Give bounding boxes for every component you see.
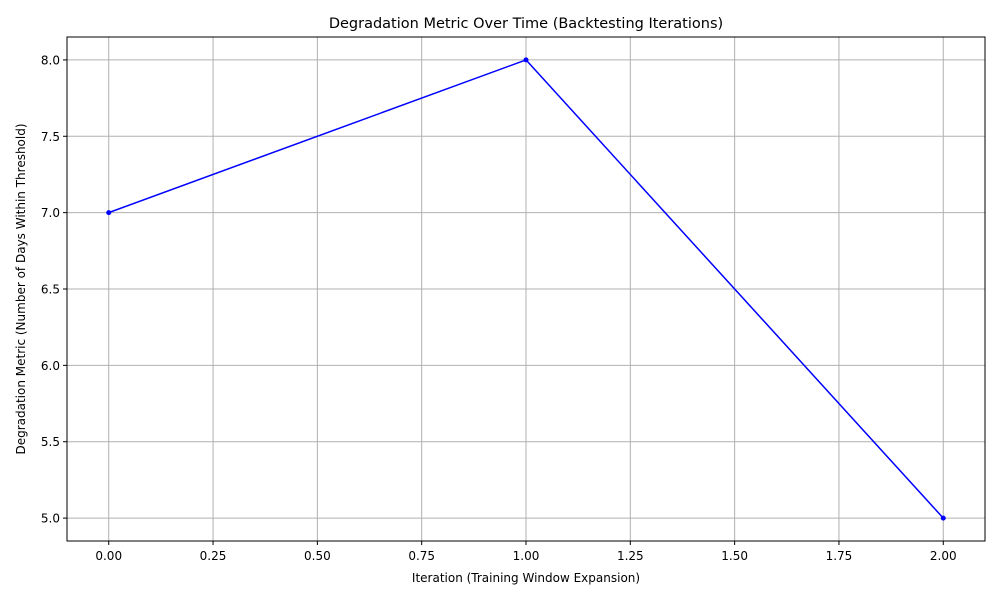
y-tick-label: 7.5 bbox=[41, 130, 60, 144]
data-point bbox=[940, 515, 946, 521]
y-tick-label: 5.5 bbox=[41, 435, 60, 449]
y-tick-label: 8.0 bbox=[41, 53, 60, 67]
y-tick-label: 7.0 bbox=[41, 206, 60, 220]
x-tick-label: 0.50 bbox=[304, 549, 331, 563]
data-point bbox=[106, 210, 112, 216]
x-tick-label: 1.50 bbox=[721, 549, 748, 563]
data-point bbox=[523, 57, 529, 63]
series-layer bbox=[106, 57, 946, 521]
y-axis-label: Degradation Metric (Number of Days Withi… bbox=[14, 123, 28, 454]
x-tick-label: 0.75 bbox=[408, 549, 435, 563]
x-tick-label: 1.75 bbox=[826, 549, 853, 563]
x-tick-label: 2.00 bbox=[930, 549, 957, 563]
grid bbox=[67, 37, 985, 541]
chart-title: Degradation Metric Over Time (Backtestin… bbox=[329, 16, 723, 32]
y-tick-label: 6.5 bbox=[41, 283, 60, 297]
y-tick-label: 5.0 bbox=[41, 512, 60, 526]
ticks: 0.00 0.25 0.50 0.75 1.00 1.25 1.50 1.75 2.00 5.0 5… bbox=[41, 53, 957, 563]
x-tick-label: 1.25 bbox=[617, 549, 644, 563]
x-axis-label: Iteration (Training Window Expansion) bbox=[412, 571, 640, 585]
x-tick-label: 0.25 bbox=[200, 549, 227, 563]
x-tick-label: 1.00 bbox=[513, 549, 540, 563]
y-tick-label: 6.0 bbox=[41, 359, 60, 373]
x-tick-label: 0.00 bbox=[95, 549, 122, 563]
